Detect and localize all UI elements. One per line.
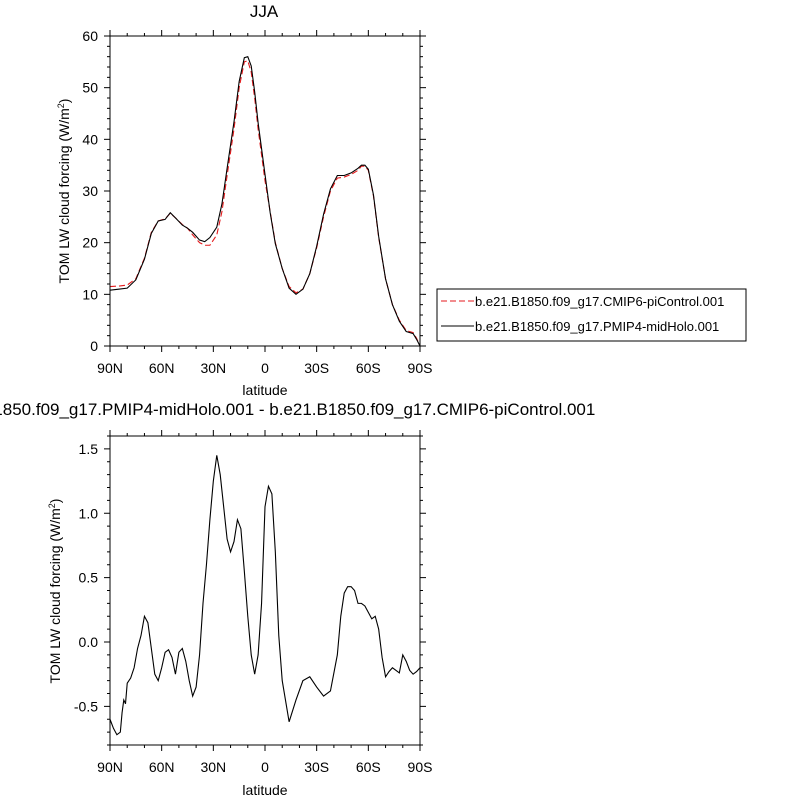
- top-y-tick-label: 0: [90, 338, 98, 354]
- top-x-tick-labels: 90N 60N 30N 0 30S 60S 90S: [97, 360, 432, 376]
- top-x-tick-label: 30N: [200, 360, 226, 376]
- top-y-axis-label-main: TOM LW cloud forcing (W/m: [56, 108, 72, 283]
- top-y-tick-label: 20: [82, 235, 98, 251]
- legend-label-picontrol: b.e21.B1850.f09_g17.CMIP6-piControl.001: [475, 294, 724, 309]
- legend-box: [436, 288, 747, 342]
- top-y-tick-label: 40: [82, 131, 98, 147]
- top-x-tick-label: 30S: [304, 360, 329, 376]
- bottom-ticks-layer: [104, 430, 426, 751]
- top-y-tick-labels: 0 10 20 30 40 50 60: [82, 28, 98, 354]
- legend-label-midholo: b.e21.B1850.f09_g17.PMIP4-midHolo.001: [475, 319, 719, 334]
- bottom-y-axis-label-end: ): [47, 499, 63, 504]
- bottom-x-tick-label: 30N: [200, 759, 226, 775]
- top-y-axis-label: TOM LW cloud forcing (W/m2): [56, 99, 72, 284]
- bottom-panel: b.e21.B1850.f09_g17.PMIP4-midHolo.001 - …: [0, 400, 595, 798]
- top-ticks-layer: [104, 30, 426, 352]
- top-chart-title: JJA: [250, 2, 279, 21]
- top-series-line-0: [109, 60, 421, 347]
- top-panel: JJA 0 10 20 30 40 50 60 90N 60N 30N 0 30S 60S 90S la…: [56, 2, 747, 398]
- bottom-x-tick-label: 90S: [408, 759, 433, 775]
- top-y-axis-label-end: ): [56, 99, 72, 104]
- bottom-y-axis-label-sup: 2: [47, 503, 57, 508]
- bottom-x-tick-label: 60S: [356, 759, 381, 775]
- top-y-tick-label: 30: [82, 183, 98, 199]
- bottom-x-tick-label: 0: [261, 759, 269, 775]
- bottom-x-tick-label: 90N: [97, 759, 123, 775]
- bottom-plot-frame: [109, 435, 421, 746]
- top-y-tick-label: 10: [82, 286, 98, 302]
- bottom-series-layer: [109, 455, 421, 736]
- top-y-axis-label-sup: 2: [56, 103, 66, 108]
- bottom-y-tick-labels: -0.5 0.0 0.5 1.0 1.5: [74, 441, 98, 715]
- bottom-y-tick-label: 0.0: [79, 634, 99, 650]
- bottom-y-axis-label-main: TOM LW cloud forcing (W/m: [47, 508, 63, 683]
- top-series-line-1: [109, 55, 421, 347]
- top-y-tick-label: 50: [82, 80, 98, 96]
- top-x-tick-label: 60S: [356, 360, 381, 376]
- legend: b.e21.B1850.f09_g17.CMIP6-piControl.001 …: [436, 288, 747, 342]
- bottom-x-tick-label: 30S: [304, 759, 329, 775]
- bottom-x-tick-label: 60N: [149, 759, 175, 775]
- bottom-y-tick-label: 1.0: [79, 505, 99, 521]
- top-series-layer: [109, 55, 421, 347]
- top-x-tick-label: 60N: [149, 360, 175, 376]
- bottom-x-axis-label: latitude: [242, 782, 287, 798]
- bottom-y-tick-label: -0.5: [74, 698, 98, 714]
- top-x-tick-label: 90N: [97, 360, 123, 376]
- top-x-tick-label: 0: [261, 360, 269, 376]
- top-plot-frame: [109, 35, 421, 347]
- bottom-x-tick-labels: 90N 60N 30N 0 30S 60S 90S: [97, 759, 432, 775]
- bottom-series-line-0: [109, 455, 421, 736]
- bottom-y-tick-label: 0.5: [79, 570, 99, 586]
- top-x-tick-label: 90S: [408, 360, 433, 376]
- bottom-chart-title: b.e21.B1850.f09_g17.PMIP4-midHolo.001 - …: [0, 400, 595, 419]
- top-y-tick-label: 60: [82, 28, 98, 44]
- bottom-y-tick-label: 1.5: [79, 441, 99, 457]
- bottom-y-axis-label: TOM LW cloud forcing (W/m2): [47, 499, 63, 684]
- top-x-axis-label: latitude: [242, 382, 287, 398]
